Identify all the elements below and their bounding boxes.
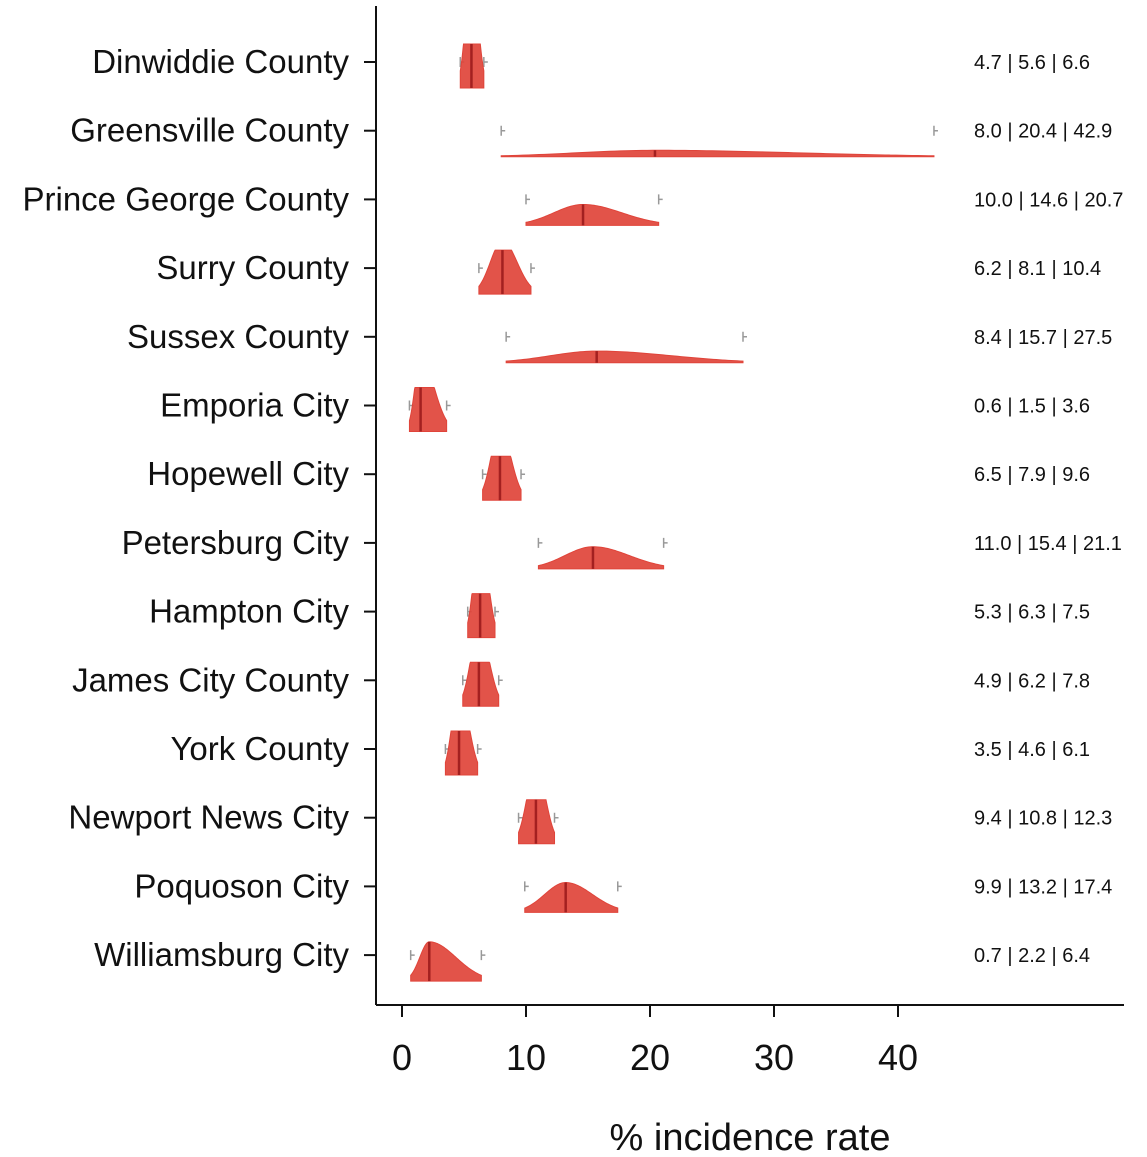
x-tick-label: 10 [506, 1037, 546, 1078]
category-label: Surry County [156, 249, 349, 286]
row: James City County 4.9 | 6.2 | 7.8 [72, 661, 1090, 707]
ci-cap [742, 331, 747, 342]
value-label: 8.4 | 15.7 | 27.5 [974, 327, 1112, 349]
category-label: Sussex County [127, 318, 349, 355]
density-shape [537, 546, 665, 570]
value-label: 0.6 | 1.5 | 3.6 [974, 396, 1090, 418]
category-label: Greensville County [70, 112, 349, 149]
ci-cap [662, 537, 668, 548]
ci-cap [520, 469, 526, 480]
ci-cap [553, 812, 559, 823]
density-shape [462, 661, 500, 707]
row: Hampton City 5.3 | 6.3 | 7.5 [149, 593, 1090, 639]
value-label: 9.4 | 10.8 | 12.3 [974, 808, 1112, 830]
density-shape [524, 882, 619, 913]
value-label: 4.9 | 6.2 | 7.8 [974, 670, 1090, 692]
row: York County 3.5 | 4.6 | 6.1 [170, 730, 1090, 776]
category-label: Emporia City [160, 387, 349, 424]
density-shape [505, 350, 744, 364]
row: Poquoson City 9.9 | 13.2 | 17.4 [134, 867, 1112, 913]
x-tick-label: 40 [878, 1037, 918, 1078]
category-label: Hopewell City [147, 455, 349, 492]
ci-cap [657, 194, 663, 205]
density-shape [478, 249, 532, 295]
ci-cap [505, 331, 511, 342]
ci-cap [480, 950, 486, 961]
ci-cap [462, 675, 467, 686]
value-label: 11.0 | 15.4 | 21.1 [974, 533, 1122, 555]
category-label: Petersburg City [122, 524, 350, 561]
ci-cap [445, 400, 451, 411]
value-label: 10.0 | 14.6 | 20.7 [974, 189, 1123, 211]
chart-rows: Dinwiddie County 4.7 | 5.6 | 6.6 Greensvil… [22, 43, 1123, 982]
ci-cap [524, 881, 529, 892]
row: Surry County 6.2 | 8.1 | 10.4 [156, 249, 1101, 295]
density-shape [408, 387, 448, 432]
category-label: Hampton City [149, 593, 349, 630]
density-shape [410, 941, 482, 982]
row: Emporia City 0.6 | 1.5 | 3.6 [160, 387, 1090, 432]
ci-cap [483, 57, 488, 67]
value-label: 6.5 | 7.9 | 9.6 [974, 464, 1090, 486]
ci-cap [933, 125, 938, 136]
row: Hopewell City 6.5 | 7.9 | 9.6 [147, 455, 1090, 501]
ci-cap [500, 125, 506, 136]
category-label: Newport News City [68, 799, 349, 836]
category-label: James City County [72, 661, 349, 698]
ci-cap [525, 194, 530, 205]
category-label: Williamsburg City [94, 936, 349, 973]
ci-cap [409, 950, 415, 961]
row: Greensville County 8.0 | 20.4 | 42.9 [70, 112, 1112, 158]
ci-cap [517, 812, 523, 823]
x-axis-title: % incidence rate [610, 1117, 891, 1157]
category-label: Prince George County [22, 180, 349, 217]
category-label: York County [170, 730, 349, 767]
ci-cap [476, 744, 482, 754]
ci-cap [481, 469, 487, 480]
density-shape [500, 149, 935, 158]
x-tick-label: 30 [754, 1037, 794, 1078]
row: Sussex County 8.4 | 15.7 | 27.5 [127, 318, 1112, 364]
value-label: 3.5 | 4.6 | 6.1 [974, 739, 1090, 761]
row: Prince George County 10.0 | 14.6 | 20.7 [22, 180, 1123, 226]
x-axis-ticks: 0 10 20 30 40 [392, 1005, 918, 1078]
ci-cap [478, 263, 483, 274]
category-label: Dinwiddie County [92, 43, 349, 80]
row: Petersburg City 11.0 | 15.4 | 21.1 [122, 524, 1122, 570]
value-label: 4.7 | 5.6 | 6.6 [974, 52, 1090, 74]
ci-cap [530, 263, 535, 274]
ci-cap [497, 675, 503, 686]
ci-cap [617, 881, 622, 892]
value-label: 8.0 | 20.4 | 42.9 [974, 121, 1112, 143]
value-label: 0.7 | 2.2 | 6.4 [974, 945, 1090, 967]
density-shape [444, 730, 479, 776]
ci-cap [537, 537, 543, 548]
row: Dinwiddie County 4.7 | 5.6 | 6.6 [92, 43, 1090, 89]
row: Newport News City 9.4 | 10.8 | 12.3 [68, 799, 1112, 845]
value-label: 9.9 | 13.2 | 17.4 [974, 876, 1112, 898]
category-label: Poquoson City [134, 867, 349, 904]
value-label: 6.2 | 8.1 | 10.4 [974, 258, 1101, 280]
value-label: 5.3 | 6.3 | 7.5 [974, 602, 1090, 624]
density-shape [482, 455, 522, 501]
x-tick-label: 20 [630, 1037, 670, 1078]
density-shape [525, 203, 660, 226]
x-tick-label: 0 [392, 1037, 412, 1078]
ci-cap [494, 606, 499, 617]
row: Williamsburg City 0.7 | 2.2 | 6.4 [94, 936, 1090, 982]
